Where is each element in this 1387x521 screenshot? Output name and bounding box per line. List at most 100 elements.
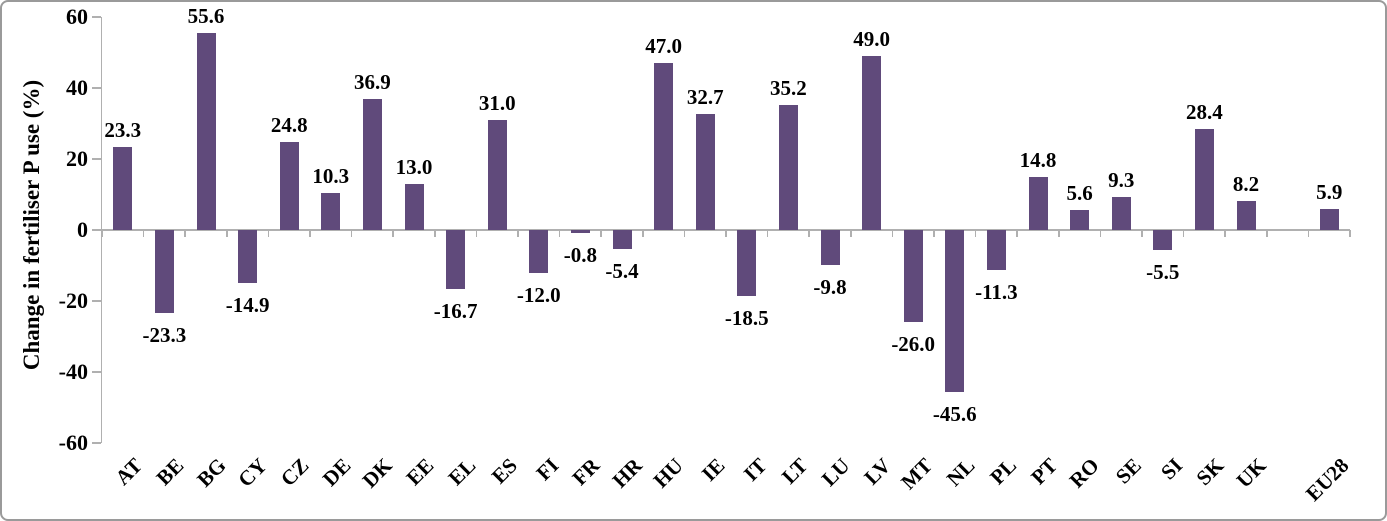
y-axis-tick-label: 0 bbox=[77, 217, 88, 242]
x-axis-tick bbox=[309, 230, 311, 237]
x-axis-tick bbox=[683, 230, 686, 237]
value-label-ee: 13.0 bbox=[395, 154, 433, 179]
value-label-lv: 49.0 bbox=[853, 27, 890, 52]
x-axis-tick bbox=[891, 230, 894, 237]
bar-se bbox=[1111, 196, 1131, 230]
x-axis-label-de: DE bbox=[317, 453, 356, 491]
bar-at bbox=[113, 147, 133, 230]
x-axis-label-bg: BG bbox=[191, 453, 231, 492]
x-axis-tick bbox=[1058, 230, 1060, 237]
x-axis-tick bbox=[1141, 230, 1143, 237]
x-axis-label-hr: HR bbox=[607, 453, 647, 493]
x-axis-tick bbox=[517, 230, 519, 237]
x-axis-label-pt: PT bbox=[1026, 453, 1063, 490]
value-label-pl: -11.3 bbox=[975, 280, 1018, 305]
x-axis-tick bbox=[1266, 230, 1268, 237]
x-axis-label-lv: LV bbox=[859, 453, 896, 490]
y-axis-tick bbox=[91, 158, 101, 160]
value-label-eu28: 5.9 bbox=[1316, 180, 1343, 205]
x-axis-tick bbox=[267, 230, 270, 237]
x-axis-tick bbox=[1016, 230, 1018, 237]
value-label-es: 31.0 bbox=[478, 90, 516, 115]
value-label-cz: 24.8 bbox=[270, 112, 308, 137]
x-axis-label-nl: NL bbox=[941, 453, 980, 491]
y-axis-tick-label: 60 bbox=[66, 4, 88, 29]
x-axis-label-fr: FR bbox=[567, 453, 605, 491]
value-label-hu: 47.0 bbox=[645, 34, 682, 59]
bar-el bbox=[446, 230, 466, 290]
x-axis-label-cy: CY bbox=[233, 453, 272, 492]
x-axis-tick bbox=[392, 230, 394, 237]
x-axis-label-se: SE bbox=[1110, 453, 1146, 489]
bar-lu bbox=[820, 230, 840, 265]
value-label-nl: -45.6 bbox=[932, 401, 977, 426]
x-axis-tick bbox=[600, 230, 602, 237]
value-label-lt: 35.2 bbox=[770, 76, 807, 101]
x-axis-tick bbox=[766, 230, 769, 237]
bar-sk bbox=[1194, 129, 1214, 230]
x-axis-label-fi: FI bbox=[531, 453, 564, 486]
bar-eu28 bbox=[1319, 209, 1339, 230]
bar-cy bbox=[238, 230, 258, 283]
x-axis-tick bbox=[974, 230, 977, 237]
x-axis-label-si: SI bbox=[1156, 453, 1188, 485]
value-label-lu: -9.8 bbox=[813, 274, 847, 299]
x-axis-tick bbox=[142, 230, 145, 237]
bar-lv bbox=[862, 56, 882, 230]
bar-ee bbox=[404, 183, 424, 230]
value-label-ro: 5.6 bbox=[1066, 181, 1093, 206]
x-axis-label-ee: EE bbox=[401, 453, 439, 491]
x-axis-tick bbox=[933, 230, 935, 237]
y-axis-tick-label: -60 bbox=[58, 430, 88, 455]
value-label-dk: 36.9 bbox=[354, 70, 391, 94]
bar-be bbox=[154, 230, 174, 313]
x-axis-tick bbox=[184, 230, 186, 237]
bar-pl bbox=[986, 230, 1006, 271]
bar-mt bbox=[903, 230, 923, 323]
x-axis-label-uk: UK bbox=[1231, 453, 1271, 493]
x-axis-label-el: EL bbox=[443, 453, 480, 491]
y-axis-tick bbox=[91, 87, 101, 89]
bar-nl bbox=[945, 230, 965, 392]
x-axis-tick bbox=[475, 230, 478, 237]
value-label-fr: -0.8 bbox=[563, 242, 598, 267]
value-label-at: 23.3 bbox=[104, 118, 142, 143]
x-axis-label-es: ES bbox=[486, 453, 522, 489]
x-axis-label-cz: CZ bbox=[275, 453, 314, 491]
y-axis-tick-label: 20 bbox=[66, 146, 88, 171]
x-axis-label-ie: IE bbox=[696, 453, 730, 486]
bar-es bbox=[487, 119, 507, 230]
x-axis-tick bbox=[1182, 230, 1185, 237]
bar-uk bbox=[1236, 200, 1256, 230]
value-label-el: -16.7 bbox=[433, 299, 478, 324]
y-axis-tick-label: 40 bbox=[66, 75, 88, 100]
x-axis-label-at: AT bbox=[110, 453, 148, 490]
y-axis-tick bbox=[91, 16, 101, 18]
value-label-be: -23.3 bbox=[142, 322, 187, 347]
bar-ro bbox=[1070, 210, 1090, 230]
x-axis-label-pl: PL bbox=[984, 453, 1021, 490]
value-label-bg: 55.6 bbox=[187, 3, 225, 28]
x-axis-tick bbox=[350, 230, 353, 237]
value-label-si: -5.5 bbox=[1146, 259, 1180, 284]
y-axis-title: Change in fertiliser P use (%) bbox=[19, 79, 44, 371]
x-axis-label-be: BE bbox=[151, 453, 189, 491]
y-axis-tick-label: -20 bbox=[58, 288, 88, 313]
value-label-hr: -5.4 bbox=[605, 259, 639, 284]
value-label-it: -18.5 bbox=[724, 305, 769, 330]
x-axis-tick bbox=[1307, 230, 1310, 237]
bar-cz bbox=[279, 141, 299, 230]
y-axis-tick-label: -40 bbox=[58, 359, 88, 384]
value-label-fi: -12.0 bbox=[516, 282, 561, 307]
bar-fr bbox=[570, 230, 590, 233]
x-axis-tick bbox=[1099, 230, 1102, 237]
value-label-pt: 14.8 bbox=[1019, 148, 1057, 173]
x-axis-label-hu: HU bbox=[648, 453, 688, 493]
x-axis-label-it: IT bbox=[738, 453, 772, 486]
y-axis-tick bbox=[91, 300, 101, 302]
x-axis-tick bbox=[642, 230, 644, 237]
x-axis-tick bbox=[808, 230, 810, 237]
bar-hr bbox=[612, 230, 632, 250]
y-axis-tick bbox=[91, 229, 101, 231]
y-axis-tick bbox=[91, 371, 101, 373]
